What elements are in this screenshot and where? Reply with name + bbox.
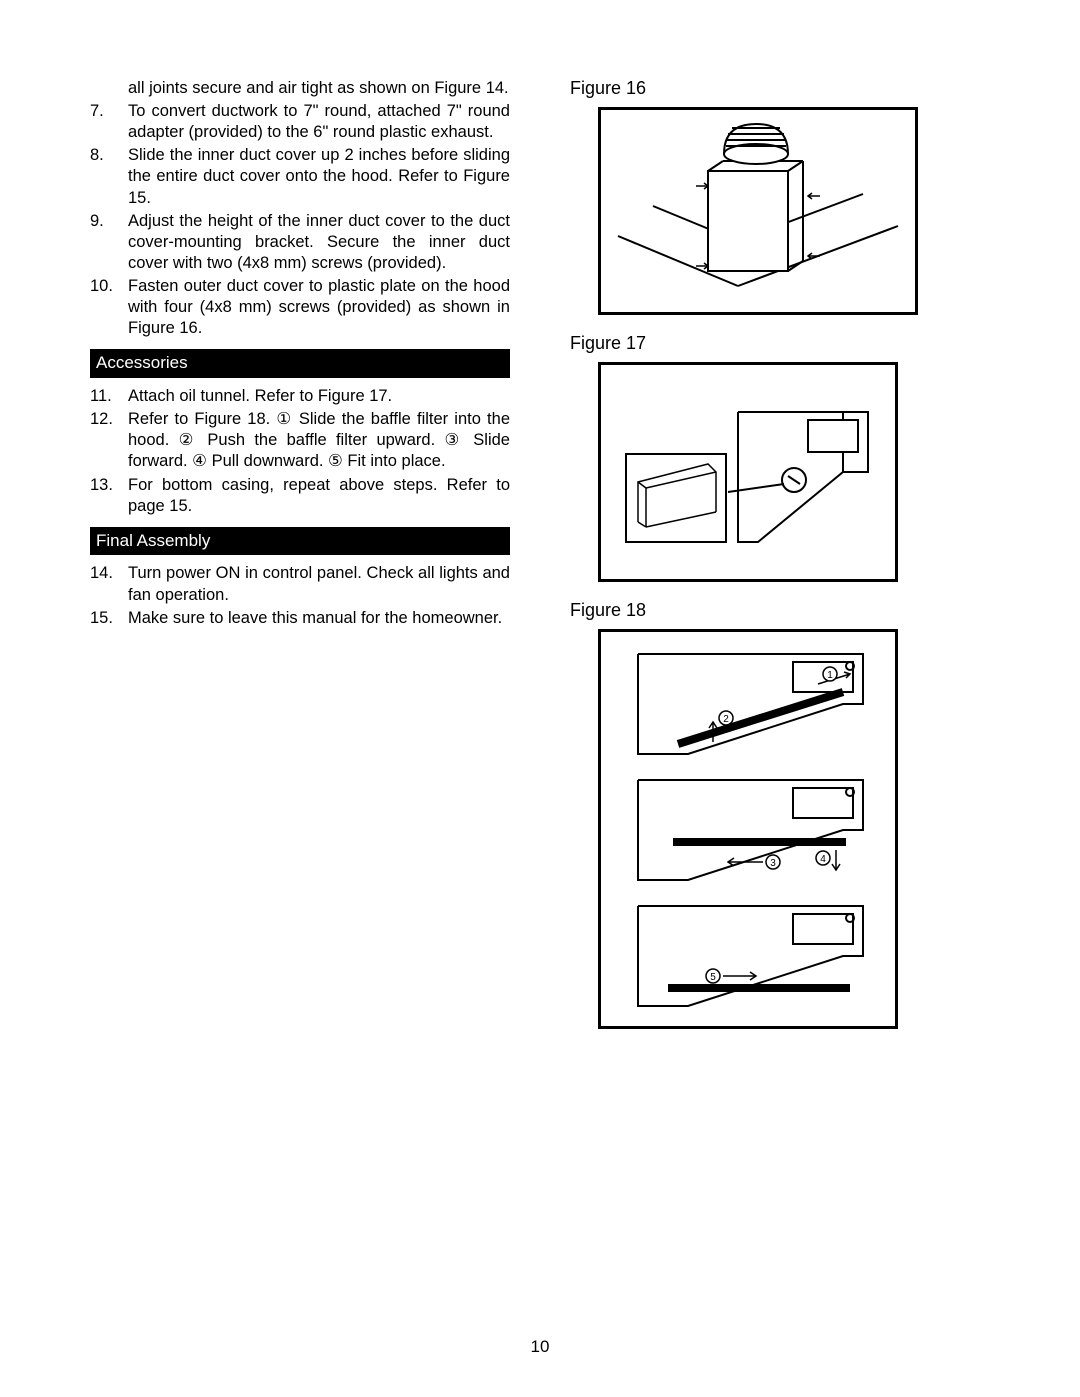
item-number: 11. — [90, 386, 128, 407]
item-number: 7. — [90, 101, 128, 143]
list-item: 12. Refer to Figure 18. ① Slide the baff… — [90, 409, 510, 472]
list-item: 9. Adjust the height of the inner duct c… — [90, 211, 510, 274]
svg-text:3: 3 — [770, 858, 776, 869]
item-text: Attach oil tunnel. Refer to Figure 17. — [128, 386, 510, 407]
item-number: 14. — [90, 563, 128, 605]
item-number: 10. — [90, 276, 128, 339]
list-item: 13. For bottom casing, repeat above step… — [90, 475, 510, 517]
two-column-layout: all joints secure and air tight as shown… — [90, 78, 990, 1317]
item-text: Slide the inner duct cover up 2 inches b… — [128, 145, 510, 208]
item-text: Refer to Figure 18. ① Slide the baffle f… — [128, 409, 510, 472]
list-item: 10. Fasten outer duct cover to plastic p… — [90, 276, 510, 339]
list-item: 14. Turn power ON in control panel. Chec… — [90, 563, 510, 605]
svg-text:5: 5 — [710, 972, 716, 983]
list-item: 15. Make sure to leave this manual for t… — [90, 608, 510, 629]
figure-18-panel-1: 1 2 — [618, 644, 878, 762]
figure-18-label: Figure 18 — [570, 600, 990, 621]
figure-16-illustration — [608, 116, 908, 306]
figure-16-label: Figure 16 — [570, 78, 990, 99]
item-text: Fasten outer duct cover to plastic plate… — [128, 276, 510, 339]
figure-17-box — [598, 362, 898, 582]
figure-18-box: 1 2 — [598, 629, 898, 1029]
right-column: Figure 16 — [570, 78, 990, 1317]
accessories-list: 11. Attach oil tunnel. Refer to Figure 1… — [90, 386, 510, 517]
list-item: all joints secure and air tight as shown… — [90, 78, 510, 99]
figure-16-box — [598, 107, 918, 315]
figure-17-label: Figure 17 — [570, 333, 990, 354]
left-column: all joints secure and air tight as shown… — [90, 78, 510, 1317]
item-number: 15. — [90, 608, 128, 629]
item-text: To convert ductwork to 7" round, attache… — [128, 101, 510, 143]
manual-page: all joints secure and air tight as shown… — [0, 0, 1080, 1397]
item-text: all joints secure and air tight as shown… — [128, 78, 510, 99]
list-item: 11. Attach oil tunnel. Refer to Figure 1… — [90, 386, 510, 407]
list-item: 7. To convert ductwork to 7" round, atta… — [90, 101, 510, 143]
item-number: 9. — [90, 211, 128, 274]
item-text: Make sure to leave this manual for the h… — [128, 608, 510, 629]
section-heading-accessories: Accessories — [90, 349, 510, 378]
section-heading-final-assembly: Final Assembly — [90, 527, 510, 556]
figure-18-panel-3: 5 — [618, 896, 878, 1014]
continuation-list: all joints secure and air tight as shown… — [90, 78, 510, 339]
item-number: 12. — [90, 409, 128, 472]
item-number: 13. — [90, 475, 128, 517]
item-text: For bottom casing, repeat above steps. R… — [128, 475, 510, 517]
final-assembly-list: 14. Turn power ON in control panel. Chec… — [90, 563, 510, 628]
figure-18-panel-2: 3 4 — [618, 770, 878, 888]
page-number: 10 — [90, 1317, 990, 1357]
item-text: Adjust the height of the inner duct cove… — [128, 211, 510, 274]
item-text: Turn power ON in control panel. Check al… — [128, 563, 510, 605]
svg-text:4: 4 — [820, 854, 826, 865]
item-number — [90, 78, 128, 99]
svg-text:1: 1 — [827, 670, 833, 681]
item-number: 8. — [90, 145, 128, 208]
svg-text:2: 2 — [723, 714, 729, 725]
figure-17-illustration — [608, 372, 888, 572]
list-item: 8. Slide the inner duct cover up 2 inche… — [90, 145, 510, 208]
